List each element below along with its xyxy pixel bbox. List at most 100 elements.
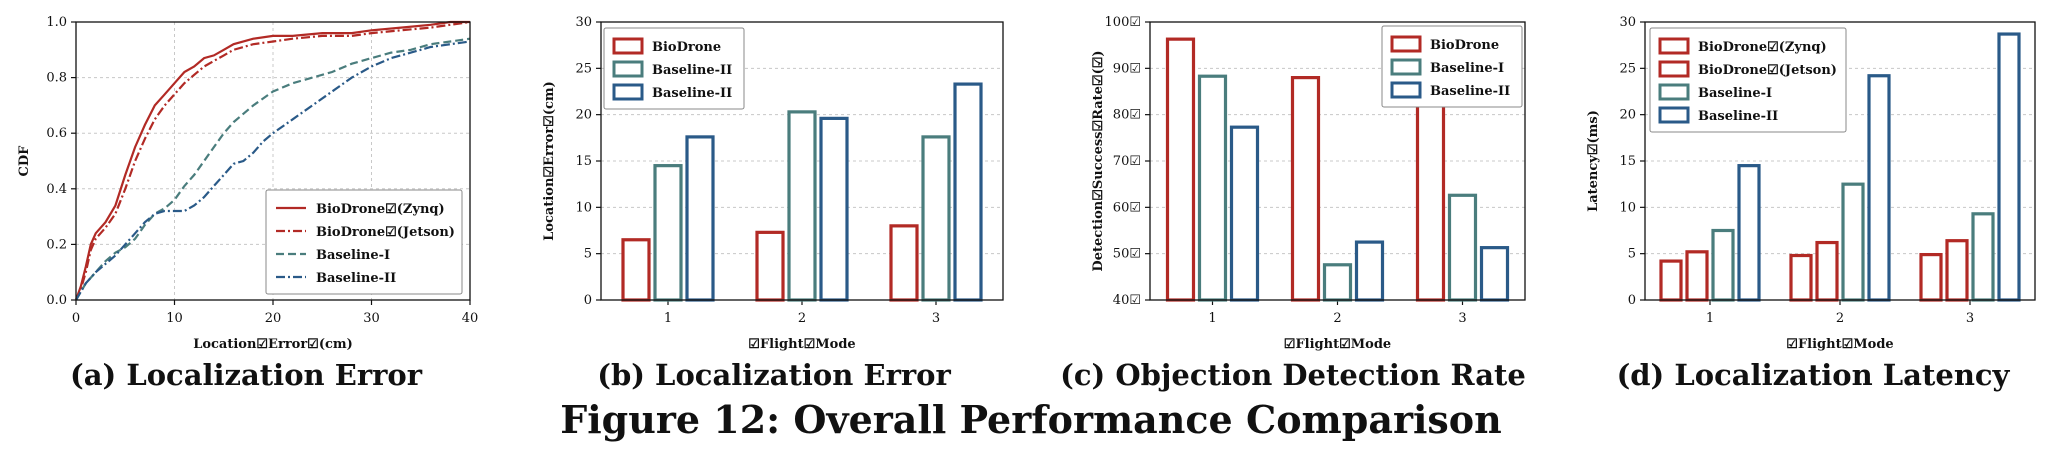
x-axis-label: ☑Flight☑Mode xyxy=(1284,337,1391,352)
y-tick-label: 30 xyxy=(1619,15,1636,30)
bar xyxy=(889,224,919,302)
y-tick-label: 0.8 xyxy=(46,71,67,86)
bar xyxy=(1841,182,1865,302)
x-tick-label: 30 xyxy=(363,311,380,326)
x-tick-label: 10 xyxy=(166,311,183,326)
bar xyxy=(1711,228,1735,302)
x-tick-label: 2 xyxy=(1836,311,1844,326)
series-line xyxy=(74,20,470,301)
x-tick-label: 0 xyxy=(72,311,80,326)
legend-label: Baseline-II xyxy=(1698,109,1778,124)
bar xyxy=(1685,250,1709,302)
y-tick-label: 25 xyxy=(575,61,592,76)
x-tick-label: 20 xyxy=(265,311,282,326)
bar xyxy=(1229,125,1260,302)
legend-label: Baseline-I xyxy=(1698,86,1772,101)
plot-frame xyxy=(600,21,1004,301)
y-axis-label: Latency☑(ms) xyxy=(1586,110,1601,212)
y-tick-label: 15 xyxy=(1619,154,1636,169)
bar xyxy=(1971,212,1995,302)
bar xyxy=(1165,37,1196,302)
x-axis-label: Location☑Error☑(cm) xyxy=(193,337,353,352)
x-tick-label: 2 xyxy=(1333,311,1341,326)
bar xyxy=(1997,32,2021,302)
legend-swatch xyxy=(1658,83,1690,101)
bar xyxy=(953,82,983,302)
legend-label: BioDrone☑(Jetson) xyxy=(316,225,455,240)
y-tick-label: 100☑ xyxy=(1105,15,1141,30)
legend-box xyxy=(265,189,463,295)
y-tick-label: 0 xyxy=(584,293,592,308)
legend-label: Baseline-II xyxy=(652,63,732,78)
caption-a: (a) Localization Error xyxy=(70,358,423,392)
y-axis-label: Detection☑Success☑Rate☑(☑) xyxy=(1091,50,1106,271)
bar xyxy=(755,230,785,302)
bar xyxy=(1322,263,1353,302)
legend-label: Baseline-I xyxy=(316,248,390,263)
legend-swatch xyxy=(612,83,644,101)
bar xyxy=(1789,253,1813,302)
y-tick-label: 1.0 xyxy=(46,15,67,30)
bar xyxy=(1919,252,1943,302)
bar xyxy=(1659,259,1683,302)
x-axis-label: ☑Flight☑Mode xyxy=(1786,337,1893,352)
y-tick-label: 80☑ xyxy=(1113,108,1141,123)
bar xyxy=(1415,85,1446,302)
legend-label: BioDrone☑(Zynq) xyxy=(316,202,445,217)
x-tick-label: 40 xyxy=(462,311,479,326)
legend-swatch xyxy=(1658,106,1690,124)
x-tick-label: 1 xyxy=(1706,311,1714,326)
y-tick-label: 0.4 xyxy=(46,182,67,197)
legend-label: BioDrone xyxy=(652,40,721,55)
bar xyxy=(653,164,683,302)
legend-swatch xyxy=(1658,37,1690,55)
caption-b: (b) Localization Error xyxy=(597,358,951,392)
bar xyxy=(685,135,715,302)
x-tick-label: 1 xyxy=(1208,311,1216,326)
y-tick-label: 70☑ xyxy=(1113,154,1141,169)
x-tick-label: 3 xyxy=(1966,311,1974,326)
y-tick-label: 5 xyxy=(584,247,592,262)
panel-detection-rate-bars: 40☑ 50☑ 60☑ 70☑ 80☑ 90☑ 100☑ ☑Flight☑Mode Detect… xyxy=(1091,15,1526,352)
plot-frame xyxy=(1644,21,2036,301)
y-tick-label: 90☑ xyxy=(1113,61,1141,76)
y-axis-label: Location☑Error☑(cm) xyxy=(542,81,557,241)
legend-swatch xyxy=(1390,35,1422,53)
y-tick-label: 30 xyxy=(575,15,592,30)
y-tick-label: 60☑ xyxy=(1113,200,1141,215)
legend-label: BioDrone☑(Zynq) xyxy=(1698,40,1827,55)
y-tick-label: 0 xyxy=(1628,293,1636,308)
legend-swatch xyxy=(1390,81,1422,99)
legend-box xyxy=(1649,27,1847,133)
y-tick-label: 10 xyxy=(575,200,592,215)
legend-label: BioDrone xyxy=(1430,38,1499,53)
plot-frame xyxy=(1149,21,1526,301)
bar xyxy=(1354,240,1385,302)
x-tick-label: 2 xyxy=(798,311,806,326)
panel-localization-error-cdf: 0.0 0.2 0.4 0.6 0.8 1.0 Location☑Error☑(cm) CDF… xyxy=(17,15,478,352)
figure-title: Figure 12: Overall Performance Compariso… xyxy=(560,397,1502,442)
bar xyxy=(819,116,849,302)
bar xyxy=(787,110,817,302)
legend-label: Baseline-II xyxy=(652,86,732,101)
legend-swatch xyxy=(1658,60,1690,78)
y-tick-label: 25 xyxy=(1619,61,1636,76)
legend-label: Baseline-II xyxy=(1430,84,1510,99)
y-axis-label: CDF xyxy=(17,145,32,177)
x-axis-label: ☑Flight☑Mode xyxy=(748,337,855,352)
bar xyxy=(1197,74,1228,302)
panel-localization-error-bars: 0 5 10 15 20 25 30 ☑Flight☑Mode Location☑Error☑(… xyxy=(542,15,1004,352)
legend-label: Baseline-II xyxy=(316,271,396,286)
bar xyxy=(1447,193,1478,302)
bar xyxy=(1479,246,1510,302)
bar xyxy=(1737,164,1761,302)
legend-swatch xyxy=(1390,58,1422,76)
legend-swatch xyxy=(612,60,644,78)
legend-swatch xyxy=(612,37,644,55)
series-line xyxy=(75,40,471,301)
bar xyxy=(1815,240,1839,302)
panel-localization-latency-bars: 0 5 10 15 20 25 30 ☑Flight☑Mode Latency☑(ms) 1 2 3 B… xyxy=(1586,15,2036,352)
bar xyxy=(621,238,651,302)
legend-label: Baseline-I xyxy=(1430,61,1504,76)
